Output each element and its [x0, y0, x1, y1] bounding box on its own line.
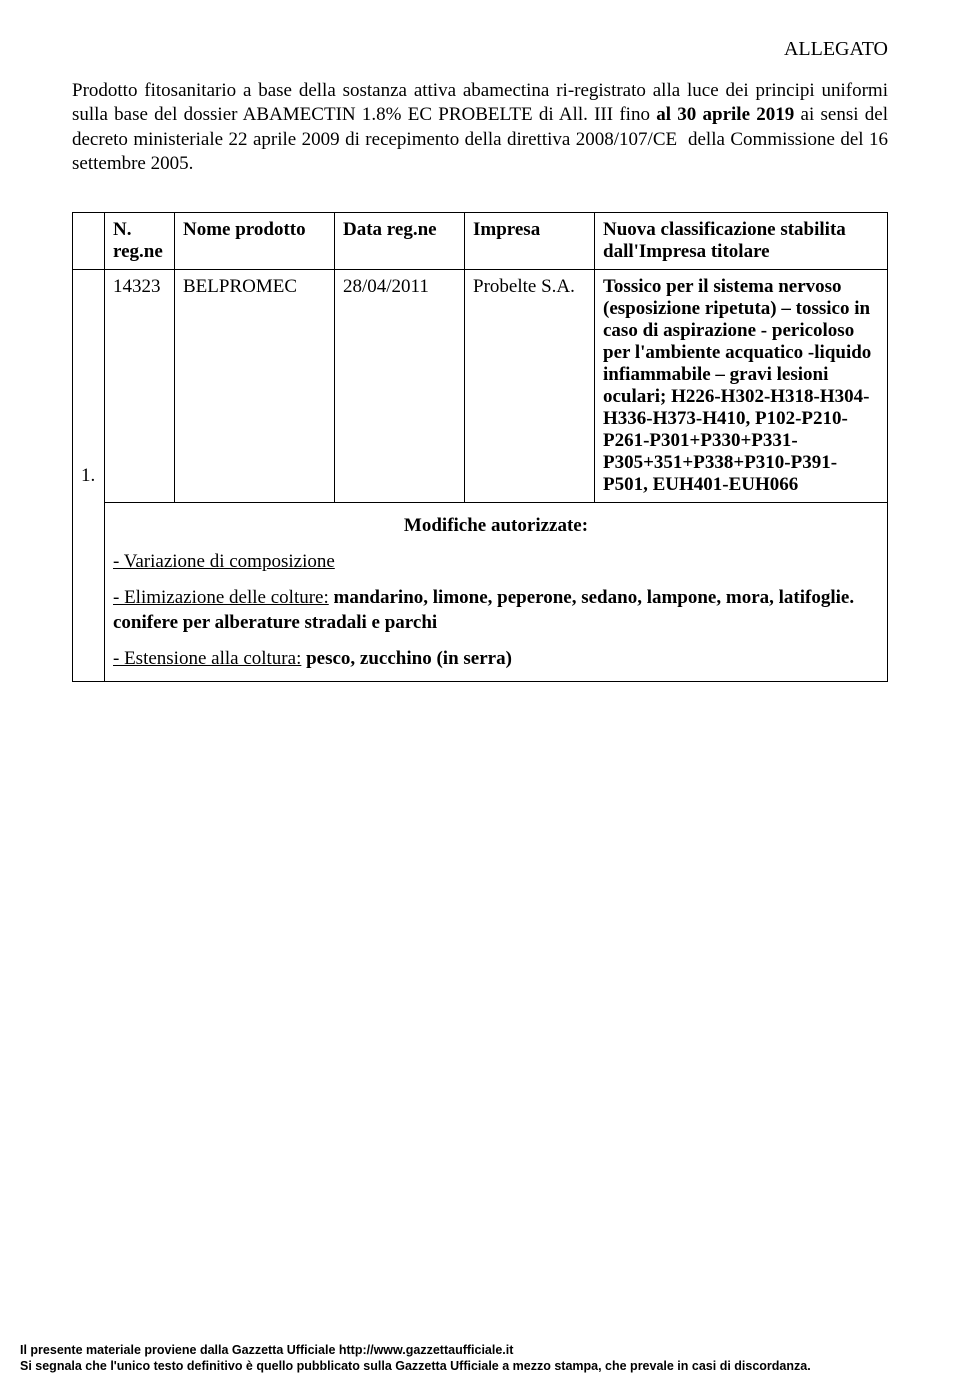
document-page: ALLEGATO Prodotto fitosanitario a base d…: [0, 0, 960, 1394]
col-header-impresa: Impresa: [465, 213, 595, 270]
col-header-blank: [73, 213, 105, 270]
cell-impresa: Probelte S.A.: [465, 270, 595, 503]
mods-line-3: - Estensione alla coltura: pesco, zucchi…: [113, 646, 879, 672]
product-table: N. reg.ne Nome prodotto Data reg.ne Impr…: [72, 212, 888, 682]
mods-line-2-underline: - Elimizazione delle colture:: [113, 587, 329, 608]
mods-line-2: - Elimizazione delle colture: mandarino,…: [113, 585, 879, 636]
footer-line-2: Si segnala che l'unico testo definitivo …: [20, 1358, 811, 1374]
mods-line-3-rest: pesco, zucchino (in serra): [301, 648, 512, 669]
table-header-row: N. reg.ne Nome prodotto Data reg.ne Impr…: [73, 213, 888, 270]
table-row: 1. 14323 BELPROMEC 28/04/2011 Probelte S…: [73, 270, 888, 503]
mods-cell: Modifiche autorizzate: - Variazione di c…: [105, 503, 888, 682]
mods-line-1: - Variazione di composizione: [113, 549, 879, 575]
footer-line-1: Il presente materiale proviene dalla Gaz…: [20, 1342, 811, 1358]
col-header-regne: N. reg.ne: [105, 213, 175, 270]
footer: Il presente materiale proviene dalla Gaz…: [20, 1342, 811, 1375]
cell-nome: BELPROMEC: [175, 270, 335, 503]
cell-data: 28/04/2011: [335, 270, 465, 503]
mods-line-3-underline: - Estensione alla coltura:: [113, 648, 301, 669]
col-header-data: Data reg.ne: [335, 213, 465, 270]
cell-regne: 14323: [105, 270, 175, 503]
row-number: 1.: [73, 270, 105, 682]
mods-title: Modifiche autorizzate:: [113, 513, 879, 539]
mods-line-1-underline: - Variazione di composizione: [113, 551, 335, 572]
col-header-class: Nuova classificazione stabilita dall'Imp…: [595, 213, 888, 270]
col-header-nome: Nome prodotto: [175, 213, 335, 270]
intro-bold: al 30 aprile 2019: [656, 104, 794, 125]
table-mods-row: Modifiche autorizzate: - Variazione di c…: [73, 503, 888, 682]
cell-classificazione: Tossico per il sistema nervoso (esposizi…: [595, 270, 888, 503]
intro-paragraph: Prodotto fitosanitario a base della sost…: [72, 79, 888, 176]
allegato-label: ALLEGATO: [72, 38, 888, 61]
